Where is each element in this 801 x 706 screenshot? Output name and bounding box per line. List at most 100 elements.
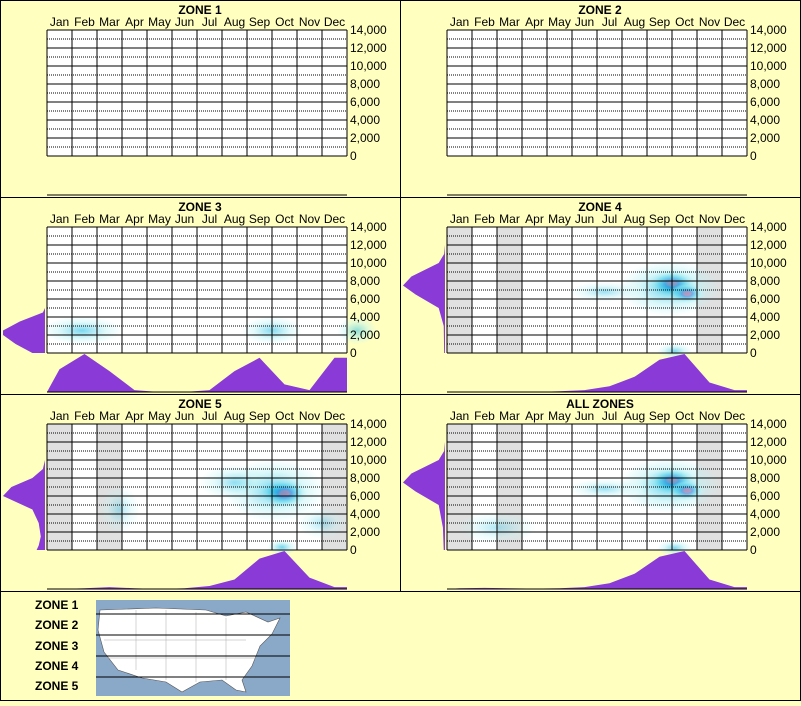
month-tick-label: Apr: [525, 15, 544, 29]
month-tick-label: Oct: [675, 409, 694, 423]
y-tick-label: 12,000: [750, 41, 787, 55]
month-tick-label: Jul: [202, 409, 217, 423]
month-tick-label: Apr: [525, 409, 544, 423]
chart-panel: ZONE 5 Jan Feb Mar Apr May Jun Jul Aug Sep Oct Nov D…: [3, 397, 387, 590]
month-tick-label: Jun: [575, 409, 594, 423]
month-tick-label: Apr: [125, 212, 144, 226]
month-tick-label: May: [548, 15, 571, 29]
month-tick-label: Apr: [125, 15, 144, 29]
y-tick-label: 12,000: [750, 435, 787, 449]
month-tick-label: Aug: [224, 409, 245, 423]
month-tick-label: Aug: [624, 212, 645, 226]
heat-hotspot: [267, 539, 297, 556]
month-tick-label: Aug: [624, 15, 645, 29]
month-distribution-area: [447, 354, 747, 392]
y-tick-label: 0: [350, 543, 357, 557]
y-tick-label: 12,000: [350, 41, 387, 55]
month-tick-label: Feb: [74, 15, 95, 29]
elevation-distribution-area: [3, 460, 45, 550]
month-tick-label: Feb: [474, 15, 495, 29]
y-tick-label: 14,000: [350, 220, 387, 234]
month-tick-label: Dec: [324, 212, 345, 226]
month-tick-label: Jun: [175, 15, 194, 29]
chart-title: ZONE 2: [578, 3, 622, 17]
month-tick-label: Nov: [299, 409, 320, 423]
y-tick-label: 0: [750, 543, 757, 557]
chart-panel: ZONE 2 Jan Feb Mar Apr May Jun Jul Aug Sep Oct Nov D…: [446, 3, 787, 196]
month-tick-label: Feb: [74, 409, 95, 423]
y-tick-label: 14,000: [350, 417, 387, 431]
y-tick-label: 0: [750, 149, 757, 163]
month-tick-label: Sep: [649, 15, 671, 29]
month-tick-label: Jan: [50, 15, 69, 29]
chart-title: ZONE 1: [178, 3, 222, 17]
y-tick-label: 10,000: [350, 256, 387, 270]
month-tick-label: Aug: [624, 409, 645, 423]
month-distribution-area: [447, 551, 747, 589]
legend-zone-label: ZONE 5: [35, 679, 79, 693]
y-tick-label: 2,000: [750, 328, 780, 342]
month-tick-label: Jun: [175, 409, 194, 423]
month-tick-label: May: [148, 15, 171, 29]
elevation-distribution-area: [403, 245, 445, 353]
y-tick-label: 6,000: [350, 489, 380, 503]
month-tick-label: Mar: [99, 15, 120, 29]
heat-hotspot: [199, 464, 270, 501]
month-tick-label: Jul: [202, 212, 217, 226]
legend-zone-label: ZONE 2: [35, 618, 79, 632]
month-tick-label: Jun: [575, 15, 594, 29]
month-tick-label: Dec: [324, 15, 345, 29]
month-tick-label: Sep: [649, 212, 671, 226]
month-tick-label: Dec: [724, 212, 745, 226]
month-tick-label: Jul: [602, 409, 617, 423]
month-tick-label: Oct: [675, 15, 694, 29]
chart-panel: ZONE 1 Jan Feb Mar Apr May Jun Jul Aug Sep Oct Nov D…: [46, 3, 387, 196]
month-tick-label: May: [548, 409, 571, 423]
month-tick-label: Mar: [99, 409, 120, 423]
y-tick-label: 10,000: [350, 59, 387, 73]
month-tick-label: May: [548, 212, 571, 226]
y-tick-label: 10,000: [750, 453, 787, 467]
legend-zone-label: ZONE 4: [35, 659, 79, 673]
month-tick-label: Jul: [202, 15, 217, 29]
y-tick-label: 6,000: [750, 292, 780, 306]
y-tick-label: 0: [750, 346, 757, 360]
month-tick-label: Oct: [275, 15, 294, 29]
y-tick-label: 8,000: [750, 77, 780, 91]
heat-hotspot: [42, 316, 122, 345]
month-tick-label: Apr: [125, 409, 144, 423]
month-tick-label: May: [148, 212, 171, 226]
y-tick-label: 6,000: [350, 292, 380, 306]
month-tick-label: Jul: [602, 212, 617, 226]
elevation-distribution-area: [403, 442, 445, 550]
y-tick-label: 0: [350, 149, 357, 163]
chart-panel: ALL ZONES Jan Feb Mar Apr May Jun Jul Aug Sep Oct N…: [403, 397, 787, 590]
y-tick-label: 12,000: [350, 238, 387, 252]
chart-title: ZONE 3: [178, 200, 222, 214]
month-tick-label: Mar: [99, 212, 120, 226]
y-tick-label: 8,000: [750, 274, 780, 288]
y-tick-label: 2,000: [350, 131, 380, 145]
y-tick-label: 6,000: [350, 95, 380, 109]
y-tick-label: 10,000: [750, 256, 787, 270]
y-tick-label: 10,000: [750, 59, 787, 73]
y-tick-label: 2,000: [750, 525, 780, 539]
y-tick-label: 4,000: [750, 310, 780, 324]
y-tick-label: 14,000: [750, 417, 787, 431]
y-tick-label: 0: [350, 346, 357, 360]
y-tick-label: 14,000: [750, 23, 787, 37]
legend-zone-label: ZONE 3: [35, 639, 79, 653]
month-tick-label: Mar: [499, 212, 520, 226]
y-tick-label: 6,000: [750, 489, 780, 503]
month-tick-label: Feb: [474, 212, 495, 226]
month-tick-label: Nov: [699, 409, 720, 423]
chart-panel: ZONE 3 Jan Feb Mar Apr May Jun Jul Aug Sep Oct Nov D…: [3, 200, 387, 393]
month-tick-label: Feb: [74, 212, 95, 226]
month-tick-label: Nov: [699, 212, 720, 226]
month-tick-label: Jan: [50, 409, 69, 423]
y-tick-label: 2,000: [750, 131, 780, 145]
y-tick-label: 2,000: [350, 525, 380, 539]
month-tick-label: Apr: [525, 212, 544, 226]
